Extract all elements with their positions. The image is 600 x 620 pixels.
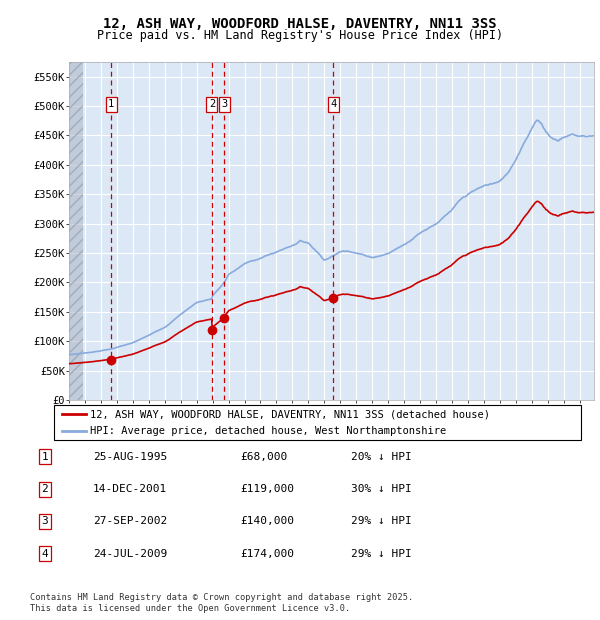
Text: 25-AUG-1995: 25-AUG-1995: [93, 452, 167, 462]
Text: 2: 2: [209, 99, 215, 109]
Text: £140,000: £140,000: [240, 516, 294, 526]
Text: 1: 1: [108, 99, 115, 109]
Text: 27-SEP-2002: 27-SEP-2002: [93, 516, 167, 526]
Text: 29% ↓ HPI: 29% ↓ HPI: [351, 549, 412, 559]
Text: £68,000: £68,000: [240, 452, 287, 462]
Text: 12, ASH WAY, WOODFORD HALSE, DAVENTRY, NN11 3SS (detached house): 12, ASH WAY, WOODFORD HALSE, DAVENTRY, N…: [90, 409, 490, 419]
Text: 4: 4: [41, 549, 49, 559]
Text: 14-DEC-2001: 14-DEC-2001: [93, 484, 167, 494]
Text: Price paid vs. HM Land Registry's House Price Index (HPI): Price paid vs. HM Land Registry's House …: [97, 29, 503, 42]
Text: 24-JUL-2009: 24-JUL-2009: [93, 549, 167, 559]
Text: 2: 2: [41, 484, 49, 494]
Text: 4: 4: [330, 99, 337, 109]
Text: £119,000: £119,000: [240, 484, 294, 494]
Bar: [69, 62, 83, 400]
Text: Contains HM Land Registry data © Crown copyright and database right 2025.
This d: Contains HM Land Registry data © Crown c…: [30, 593, 413, 613]
Text: 3: 3: [221, 99, 227, 109]
Text: 3: 3: [41, 516, 49, 526]
Text: 29% ↓ HPI: 29% ↓ HPI: [351, 516, 412, 526]
Text: 20% ↓ HPI: 20% ↓ HPI: [351, 452, 412, 462]
Text: HPI: Average price, detached house, West Northamptonshire: HPI: Average price, detached house, West…: [90, 426, 446, 436]
Text: 12, ASH WAY, WOODFORD HALSE, DAVENTRY, NN11 3SS: 12, ASH WAY, WOODFORD HALSE, DAVENTRY, N…: [103, 17, 497, 32]
Text: 30% ↓ HPI: 30% ↓ HPI: [351, 484, 412, 494]
Text: £174,000: £174,000: [240, 549, 294, 559]
Text: 1: 1: [41, 452, 49, 462]
